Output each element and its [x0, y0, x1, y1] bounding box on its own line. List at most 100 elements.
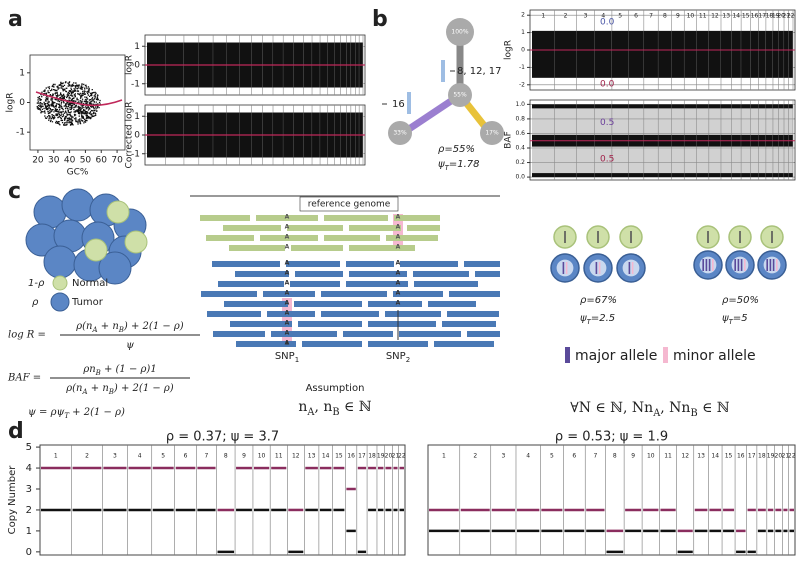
chromosome-label: 12 [681, 453, 689, 460]
nucleus [556, 259, 574, 277]
text-part: ) + 2(1 − ρ) [113, 383, 174, 394]
snp-highlight [282, 298, 292, 342]
read [346, 281, 408, 287]
chromosome-label: 20 [385, 453, 393, 460]
chart-title: ρ = 0.53; ψ = 1.9 [555, 430, 668, 445]
read [386, 235, 438, 241]
chromosome-label: 13 [697, 453, 705, 460]
reference-label: reference genome [308, 200, 391, 210]
legend-major [565, 347, 570, 363]
read [287, 225, 343, 231]
tree-node [448, 83, 472, 107]
baf-edge [731, 104, 742, 109]
read [324, 235, 380, 241]
read [321, 291, 387, 297]
chromosome-label: 19 [767, 453, 775, 460]
chromosome-label: 22 [787, 13, 795, 20]
signal-band [658, 30, 672, 78]
tree-node [480, 121, 504, 145]
y-axis-label: Copy Number [7, 465, 18, 535]
baf-edge [720, 104, 732, 109]
read [368, 301, 422, 307]
read [349, 245, 415, 251]
baf-edge [772, 104, 779, 109]
signal-band [532, 30, 555, 78]
baf-edge [576, 104, 595, 109]
read [385, 311, 441, 317]
legend-normal [52, 275, 68, 291]
allele-letter: A [285, 234, 290, 241]
chromosome-label: 15 [725, 453, 733, 460]
text-part: T [587, 318, 592, 326]
chromosome-label: 9 [676, 13, 680, 20]
y-tick-label: 2 [521, 12, 525, 19]
text-part: =1.78 [449, 159, 480, 170]
x-tick-label: 20 [32, 156, 44, 166]
text-part: SNP [386, 351, 406, 362]
read [349, 225, 401, 231]
legend-label: minor allele [673, 348, 756, 364]
y-tick-label: 0.8 [515, 115, 525, 122]
baf-edge [731, 173, 742, 178]
chromosome-label: 8 [613, 453, 617, 460]
chromosome-label: 19 [772, 13, 780, 20]
y-tick-label: 0.4 [515, 145, 525, 152]
x-tick-label: 50 [80, 156, 92, 166]
read [295, 271, 343, 277]
y-tick-label: -1 [131, 149, 140, 159]
baf-edge [772, 173, 779, 178]
baf-edge [778, 104, 785, 109]
y-tick-label: 0 [134, 61, 140, 71]
baf-edge [576, 173, 595, 178]
chromosome-label: 1 [442, 453, 446, 460]
chromosome-label: 17 [748, 453, 756, 460]
text-part: ρ(n [75, 321, 92, 332]
signal-band [731, 30, 742, 78]
y-tick-label: 0 [26, 547, 32, 558]
text-part: , n [314, 399, 332, 415]
text-part: 1 [295, 356, 299, 364]
baf-edge [628, 173, 644, 178]
formula: ψ = ρψT + 2(1 − ρ) [28, 407, 125, 421]
read [201, 291, 257, 297]
read [475, 271, 500, 277]
chromosome-label: 1 [54, 453, 58, 460]
chromosome-label: 15 [335, 453, 343, 460]
baf-edge [554, 104, 577, 109]
chromosome-label: 21 [782, 453, 790, 460]
formula-lhs: log R = [8, 330, 46, 341]
baf-edge [532, 173, 555, 178]
read [442, 321, 496, 327]
allele-letter: A [396, 300, 401, 307]
normal-cell [106, 200, 130, 224]
baf-edge [708, 173, 721, 178]
text-part: + n [88, 383, 109, 394]
baf-edge [758, 173, 766, 178]
normal-cell [84, 238, 108, 262]
baf-edge [658, 104, 672, 109]
baf-edge [532, 104, 555, 109]
y-tick-label: 1 [26, 526, 32, 537]
chromosome-label: 14 [322, 453, 330, 460]
allele-letter: A [285, 214, 290, 221]
panel-label: a [8, 7, 23, 32]
allele-letter: A [285, 244, 290, 251]
chromosome-label: 17 [358, 453, 366, 460]
chromosome-label: 14 [732, 13, 740, 20]
text-part: A [652, 408, 661, 419]
formula-numerator: ρnB + (1 − ρ)1 [82, 364, 156, 378]
formula-denominator: ψ [126, 340, 134, 351]
read [212, 261, 280, 267]
text-part: ψ = ρψ [28, 407, 64, 418]
signal-band [554, 30, 577, 78]
y-tick-label: -2 [519, 81, 525, 88]
y-tick-label: 0 [134, 131, 140, 141]
legend-symbol: ρ [32, 297, 39, 308]
tree-node-label: 17% [485, 130, 499, 137]
ploidy-label: ψT=1.78 [438, 159, 480, 172]
x-axis-label: GC% [67, 168, 89, 178]
tumor-cell [61, 188, 95, 222]
plot-frame [39, 444, 406, 556]
text-part: =2.5 [591, 313, 615, 324]
chromosome-label: 18 [758, 453, 766, 460]
